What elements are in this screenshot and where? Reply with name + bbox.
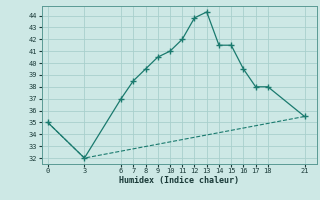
X-axis label: Humidex (Indice chaleur): Humidex (Indice chaleur) xyxy=(119,176,239,185)
